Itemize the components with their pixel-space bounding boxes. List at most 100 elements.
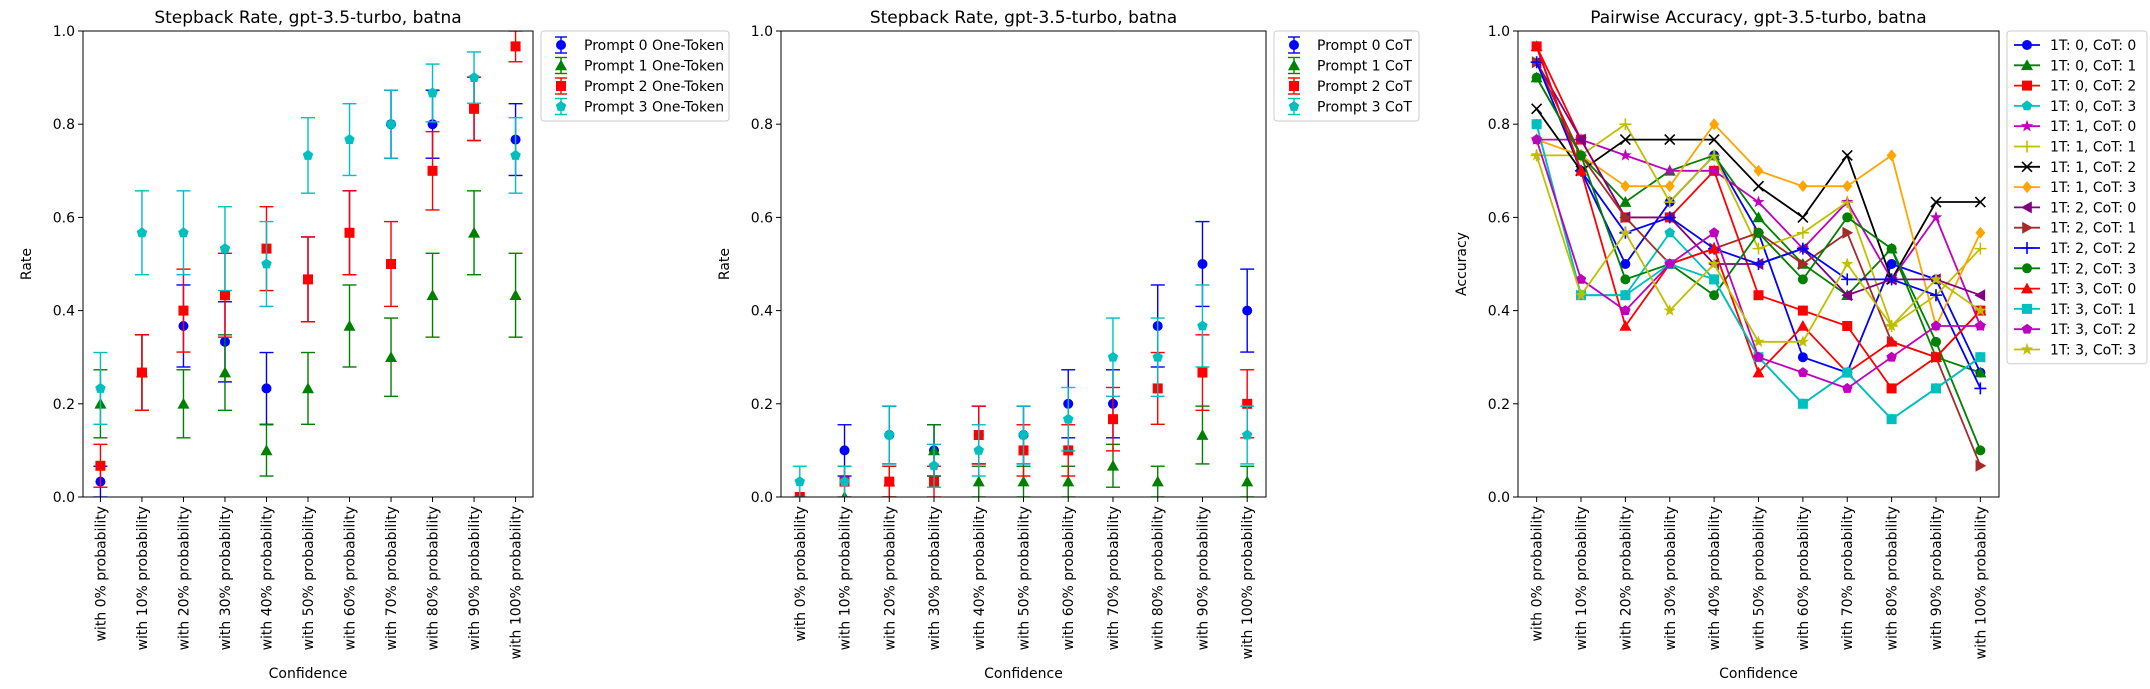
data-point bbox=[1620, 259, 1631, 269]
legend-label: Prompt 3 CoT bbox=[1317, 100, 1412, 116]
legend-entry: 1T: 1, CoT: 2 bbox=[2014, 160, 2136, 176]
data-point bbox=[1930, 320, 1942, 331]
y-tick-label: 0.8 bbox=[53, 117, 75, 133]
x-tick-label: with 40% probability bbox=[1707, 506, 1723, 650]
legend-marker bbox=[2022, 221, 2033, 234]
data-point bbox=[343, 319, 356, 331]
data-point bbox=[1620, 274, 1631, 285]
data-point bbox=[1663, 211, 1676, 224]
data-point bbox=[1975, 445, 1986, 456]
legend-entry: Prompt 1 CoT bbox=[1288, 56, 1412, 75]
data-point bbox=[1753, 227, 1764, 238]
chart-title: Stepback Rate, gpt-3.5-turbo, batna bbox=[870, 8, 1177, 28]
data-point bbox=[839, 445, 850, 456]
chart-title: Pairwise Accuracy, gpt-3.5-turbo, batna bbox=[1590, 8, 1926, 28]
legend-entry: Prompt 1 One-Token bbox=[555, 56, 724, 75]
data-point bbox=[1531, 72, 1542, 83]
data-point bbox=[1975, 459, 1987, 472]
x-axis-label: Confidence bbox=[984, 666, 1063, 682]
data-point bbox=[884, 429, 895, 440]
data-point bbox=[1620, 180, 1631, 193]
legend-marker bbox=[2021, 59, 2033, 71]
data-point bbox=[302, 149, 314, 160]
data-point bbox=[303, 274, 313, 285]
data-point bbox=[1242, 429, 1253, 440]
legend: Prompt 0 CoT Prompt 1 CoT Prompt 2 CoT Prom… bbox=[1273, 30, 1420, 122]
legend-box bbox=[2006, 30, 2148, 365]
data-point bbox=[1885, 335, 1898, 347]
legend-label: 1T: 3, CoT: 2 bbox=[2050, 322, 2136, 338]
data-point bbox=[1974, 289, 1986, 302]
data-point bbox=[1663, 196, 1676, 209]
legend-label: 1T: 3, CoT: 1 bbox=[2050, 302, 2136, 318]
legend-label: 1T: 2, CoT: 2 bbox=[2050, 241, 2136, 257]
chart-3: Pairwise Accuracy, gpt-3.5-turbo, batna 0… bbox=[1454, 8, 2148, 682]
legend-label: Prompt 3 One-Token bbox=[584, 100, 724, 116]
legend-marker bbox=[2021, 161, 2033, 173]
legend-entry: 1T: 2, CoT: 1 bbox=[2014, 221, 2136, 237]
y-tick-label: 0.6 bbox=[1488, 210, 1510, 226]
y-tick-label: 1.0 bbox=[751, 24, 773, 40]
data-point bbox=[1530, 148, 1543, 161]
data-point bbox=[1531, 103, 1543, 115]
data-point bbox=[1929, 272, 1943, 285]
x-tick-label: with 0% probability bbox=[93, 506, 109, 642]
data-point bbox=[1619, 134, 1631, 146]
series-16 bbox=[1530, 148, 1987, 348]
data-point bbox=[1574, 288, 1588, 301]
plot-area bbox=[792, 220, 1255, 497]
legend-marker bbox=[555, 59, 567, 71]
data-point bbox=[1197, 367, 1208, 378]
data-point bbox=[1974, 366, 1987, 378]
data-point bbox=[1752, 258, 1765, 270]
data-point bbox=[510, 149, 521, 160]
legend-label: 1T: 0, CoT: 3 bbox=[2050, 99, 2136, 115]
data-point bbox=[1753, 351, 1764, 362]
legend-marker bbox=[2021, 323, 2033, 334]
data-point bbox=[510, 41, 521, 52]
x-tick-label: with 50% probability bbox=[301, 506, 317, 650]
data-point bbox=[1798, 258, 1809, 270]
y-axis-label: Accuracy bbox=[1454, 232, 1470, 296]
data-point bbox=[1619, 148, 1632, 161]
y-tick-label: 0.8 bbox=[1488, 117, 1510, 133]
legend: Prompt 0 One-Token Prompt 1 One-Token Prom… bbox=[540, 30, 730, 122]
data-point bbox=[385, 351, 398, 362]
data-point bbox=[427, 165, 438, 176]
data-point bbox=[1018, 429, 1029, 440]
chart-1: Stepback Rate, gpt-3.5-turbo, batna 0.0 0.… bbox=[19, 8, 730, 682]
data-point bbox=[972, 475, 985, 487]
y-tick-label: 0.6 bbox=[751, 210, 773, 226]
x-tick-label: with 100% probability bbox=[1240, 506, 1256, 659]
data-point bbox=[1530, 40, 1543, 52]
data-point bbox=[1797, 398, 1808, 409]
data-point bbox=[426, 289, 439, 301]
legend-label: 1T: 3, CoT: 0 bbox=[2050, 282, 2136, 298]
data-point bbox=[178, 305, 189, 316]
x-tick-label: with 10% probability bbox=[1574, 506, 1590, 650]
legend-marker bbox=[2022, 80, 2032, 91]
data-point bbox=[1842, 212, 1853, 223]
data-point bbox=[95, 382, 106, 393]
legend-entry: Prompt 3 CoT bbox=[1288, 97, 1412, 116]
data-point bbox=[1797, 352, 1808, 363]
data-point bbox=[95, 460, 106, 471]
data-point bbox=[1575, 164, 1588, 176]
axes-frame bbox=[780, 30, 1267, 498]
data-point bbox=[839, 476, 850, 487]
data-point bbox=[1619, 196, 1632, 207]
legend-marker bbox=[1289, 40, 1299, 50]
x-tick-label: with 70% probability bbox=[1840, 506, 1856, 650]
legend-box bbox=[1273, 30, 1420, 122]
data-point bbox=[1797, 305, 1808, 316]
data-point bbox=[1975, 320, 1986, 331]
legend-marker bbox=[2021, 201, 2032, 214]
data-point bbox=[1841, 273, 1854, 286]
x-tick-label: with 10% probability bbox=[135, 506, 151, 650]
legend-entry: 1T: 0, CoT: 1 bbox=[2014, 58, 2136, 74]
series-15 bbox=[1531, 134, 1986, 393]
legend-entry: 1T: 3, CoT: 0 bbox=[2014, 282, 2136, 298]
data-point bbox=[1663, 164, 1676, 177]
legend-label: Prompt 0 One-Token bbox=[584, 38, 724, 54]
data-point bbox=[1619, 118, 1632, 131]
